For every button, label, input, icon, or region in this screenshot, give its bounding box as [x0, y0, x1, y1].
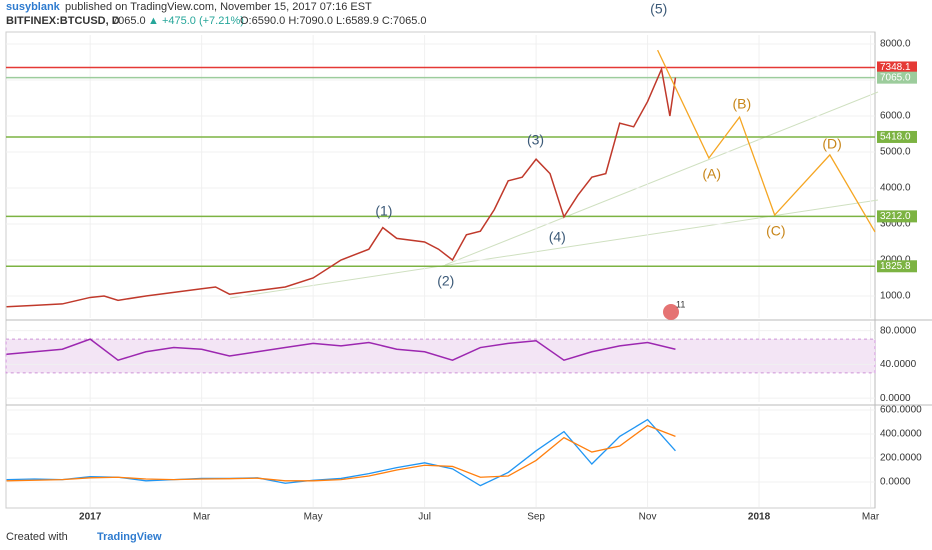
wave-label: (2)	[437, 273, 454, 289]
level-label: 7348.1	[880, 62, 911, 73]
y-tick-label: 1000.0	[880, 291, 911, 302]
x-tick-label: 2017	[79, 512, 102, 523]
published: published on TradingView.com, November 1…	[65, 1, 372, 13]
price-line	[6, 338, 676, 362]
level-tag	[877, 210, 917, 223]
trendline	[444, 91, 879, 266]
y-tick-label: 400.0000	[880, 429, 922, 440]
projection-line	[657, 49, 876, 233]
symbol: BITFINEX:BTCUSD, D	[6, 15, 120, 27]
y-tick-label: 40.0000	[880, 359, 917, 370]
y-tick-label: 3000.0	[880, 219, 911, 230]
y-tick-label: 8000.0	[880, 39, 911, 50]
y-tick-label: 5000.0	[880, 147, 911, 158]
macd-line	[6, 418, 676, 487]
footer-brand[interactable]: TradingView	[97, 531, 162, 543]
y-tick-label: 200.0000	[880, 453, 922, 464]
level-label: 5418.0	[880, 132, 911, 143]
x-tick-label: Sep	[527, 512, 545, 523]
level-label: 1825.8	[880, 261, 911, 272]
change: ▲ +475.0 (+7.21%)	[148, 15, 244, 27]
x-tick-label: May	[304, 512, 323, 523]
footer-created: Created with	[6, 531, 68, 543]
x-tick-label: Mar	[193, 512, 211, 523]
event-icon[interactable]	[663, 304, 679, 320]
wave-label: (B)	[732, 96, 751, 112]
badge: 11	[676, 299, 685, 309]
trendline	[229, 199, 879, 299]
macd-line	[6, 424, 676, 482]
y-tick-label: 6000.0	[880, 111, 911, 122]
level-tag	[877, 260, 917, 273]
y-tick-label: 4000.0	[880, 183, 911, 194]
level-tag	[877, 61, 917, 74]
wave-label: (1)	[375, 203, 392, 219]
y-tick-label: 80.0000	[880, 325, 917, 336]
level-tag	[877, 130, 917, 143]
level-tag	[877, 71, 917, 84]
y-tick-label: 600.0000	[880, 405, 922, 416]
x-tick-label: 2018	[748, 512, 771, 523]
wave-label: (5)	[650, 1, 667, 17]
wave-label: (C)	[766, 223, 785, 239]
level-label: 7065.0	[880, 72, 911, 83]
ohlc: O:6590.0 H:7090.0 L:6589.9 C:7065.0	[240, 15, 427, 27]
wave-label: (D)	[822, 136, 841, 152]
price-line	[6, 66, 677, 308]
y-tick-label: 0.0000	[880, 477, 911, 488]
level-label: 3212.0	[880, 211, 911, 222]
author[interactable]: susyblank	[6, 1, 61, 13]
wave-label: (A)	[702, 166, 721, 182]
wave-label: (4)	[549, 229, 566, 245]
x-tick-label: Jul	[418, 512, 431, 523]
x-tick-label: Mar	[862, 512, 880, 523]
y-tick-label: 2000.0	[880, 255, 911, 266]
last: 7065.0	[112, 15, 146, 27]
y-tick-label: 0.0000	[880, 393, 911, 404]
wave-label: (3)	[527, 132, 544, 148]
x-tick-label: Nov	[639, 512, 657, 523]
